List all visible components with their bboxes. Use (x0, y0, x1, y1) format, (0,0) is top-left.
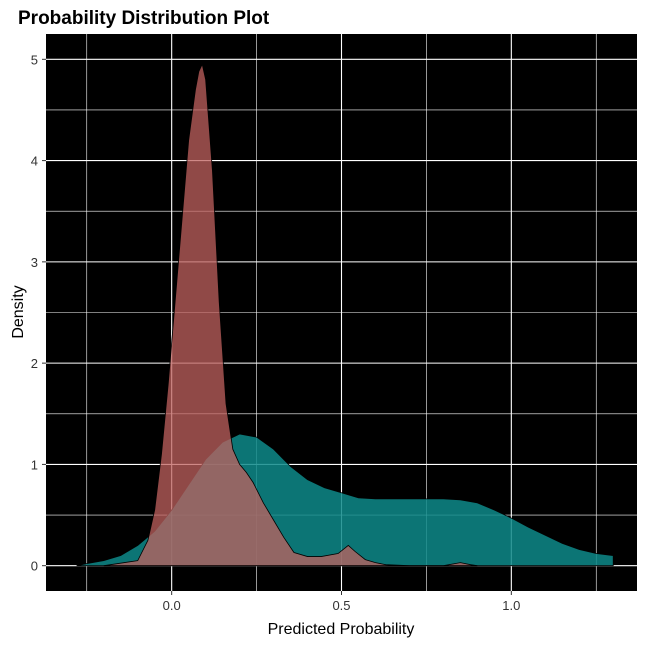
x-tick-label: 0.5 (332, 598, 350, 613)
y-tick-label: 1 (31, 457, 38, 472)
x-tick-label: 1.0 (502, 598, 520, 613)
x-axis-title: Predicted Probability (268, 621, 415, 638)
chart-title: Probability Distribution Plot (18, 8, 270, 29)
density-area-2 (103, 63, 478, 567)
y-tick-label: 4 (31, 154, 38, 169)
density-series (76, 63, 614, 567)
y-axis-title: Density (10, 285, 27, 338)
y-tick-label: 5 (31, 52, 38, 67)
axis-ticks: 0.0 0.5 1.0 0 1 2 3 4 5 (31, 52, 521, 613)
y-tick-label: 0 (31, 559, 38, 574)
x-tick-label: 0.0 (163, 598, 181, 613)
y-tick-label: 2 (31, 356, 38, 371)
y-tick-label: 3 (31, 255, 38, 270)
